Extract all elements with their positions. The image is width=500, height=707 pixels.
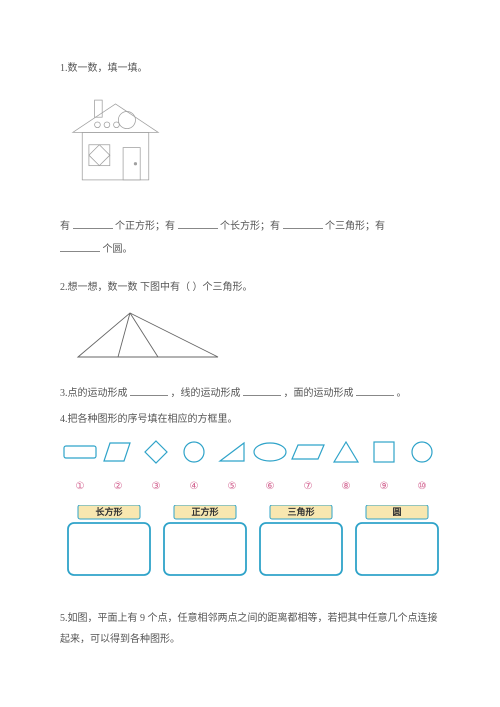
q4-shapes (60, 437, 445, 474)
svg-text:⑧: ⑧ (342, 481, 351, 492)
txt: 个正方形；有 (115, 221, 175, 232)
svg-text:⑦: ⑦ (304, 481, 313, 492)
q2-svg (68, 307, 228, 363)
blank-square[interactable] (73, 217, 113, 229)
svg-text:④: ④ (190, 481, 199, 492)
blank-face[interactable] (356, 384, 394, 396)
blank-triangle[interactable] (283, 217, 323, 229)
txt: ，面的运动形成 (284, 388, 354, 399)
q5-text: 5.如图，平面上有 9 个点，任意相邻两点之间的距离都相等，若把其中任意几个点连… (60, 608, 445, 650)
q4-numbers: ① ② ③ ④ ⑤ ⑥ ⑦ ⑧ ⑨ ⑩ (60, 478, 445, 499)
svg-text:⑤: ⑤ (228, 481, 237, 492)
blank-point[interactable] (130, 384, 168, 396)
txt: ，线的运动形成 (171, 388, 241, 399)
txt: 有 (60, 221, 70, 232)
svg-text:长方形: 长方形 (95, 506, 122, 517)
svg-text:③: ③ (152, 481, 161, 492)
txt: 个长方形；有 (220, 221, 280, 232)
house-figure (68, 90, 445, 197)
txt: 3.点的运动形成 (60, 388, 128, 399)
house-svg (68, 90, 163, 190)
txt: 个圆。 (103, 244, 133, 255)
q4-title: 4.把各种图形的序号填在相应的方框里。 (60, 411, 445, 429)
svg-text:⑨: ⑨ (380, 481, 389, 492)
txt: 。 (397, 388, 407, 399)
svg-text:⑩: ⑩ (418, 481, 427, 492)
svg-text:②: ② (114, 481, 123, 492)
q3-line: 3.点的运动形成 ，线的运动形成 ，面的运动形成 。 (60, 384, 445, 403)
q2-figure (68, 307, 445, 370)
q2-title: 2.想一想，数一数 下图中有（ ）个三角形。 (60, 279, 445, 297)
txt: 个三角形；有 (325, 221, 385, 232)
blank-rect[interactable] (178, 217, 218, 229)
shapes-svg (60, 437, 445, 467)
svg-text:正方形: 正方形 (191, 506, 218, 517)
boxes-svg: 长方形 正方形 三角形 圆 (60, 505, 445, 581)
blank-line[interactable] (243, 384, 281, 396)
q4-boxes: 长方形 正方形 三角形 圆 (60, 505, 445, 588)
blank-circle[interactable] (60, 240, 100, 252)
q1-title: 1.数一数，填一填。 (60, 60, 445, 78)
svg-text:⑥: ⑥ (266, 481, 275, 492)
q1-fill-line: 有 个正方形；有 个长方形；有 个三角形；有 个圆。 (60, 215, 445, 261)
svg-text:①: ① (76, 481, 85, 492)
svg-text:三角形: 三角形 (287, 506, 314, 517)
svg-text:圆: 圆 (392, 507, 401, 517)
